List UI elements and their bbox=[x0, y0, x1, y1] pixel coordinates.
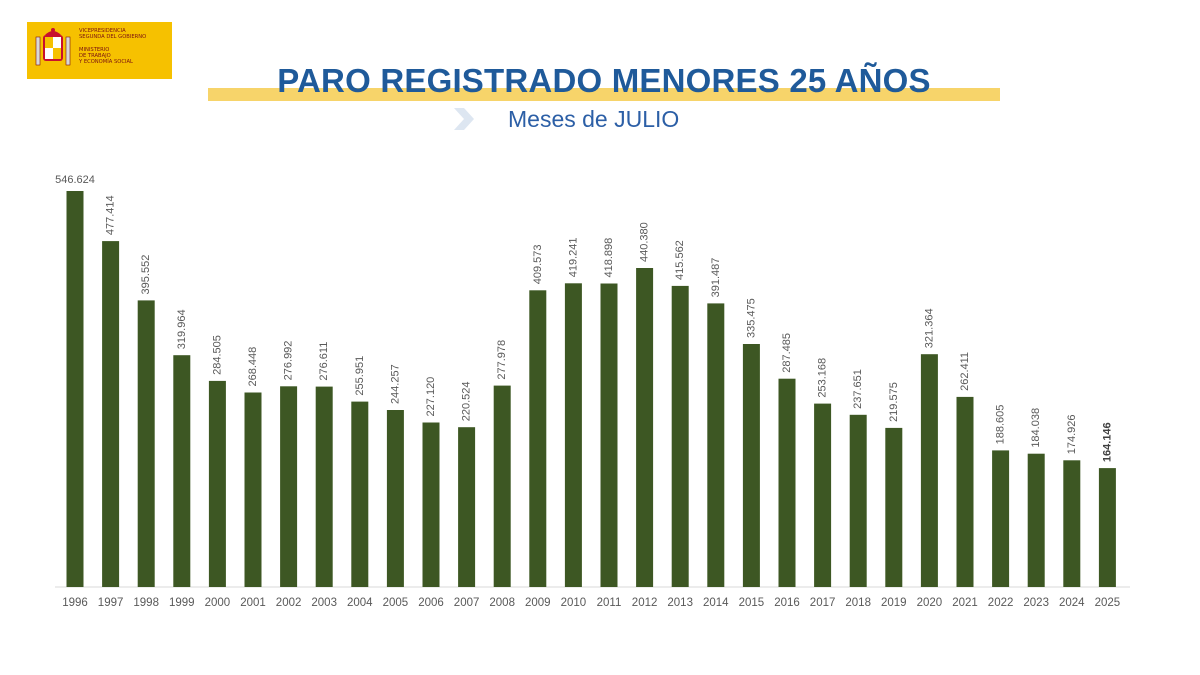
data-label-2024: 174.926 bbox=[1066, 415, 1078, 455]
x-tick-label-1996: 1996 bbox=[62, 597, 88, 609]
data-label-2005: 244.257 bbox=[389, 364, 401, 404]
bar-1997 bbox=[102, 241, 120, 587]
data-label-2015: 335.475 bbox=[745, 298, 757, 338]
x-tick-label-2002: 2002 bbox=[276, 597, 302, 609]
bar-2011 bbox=[600, 283, 618, 587]
x-tick-label-2020: 2020 bbox=[917, 597, 943, 609]
x-tick-label-2009: 2009 bbox=[525, 597, 551, 609]
x-tick-label-2016: 2016 bbox=[774, 597, 800, 609]
data-label-2008: 277.978 bbox=[496, 340, 508, 380]
data-label-2000: 284.505 bbox=[211, 335, 223, 375]
x-tick-label-1998: 1998 bbox=[133, 597, 159, 609]
data-label-2017: 253.168 bbox=[817, 358, 829, 398]
data-label-2004: 255.951 bbox=[354, 356, 366, 396]
government-logo: VICEPRESIDENCIA SEGUNDA DEL GOBIERNO MIN… bbox=[27, 22, 172, 79]
data-label-2010: 419.241 bbox=[567, 238, 579, 278]
data-label-2016: 287.485 bbox=[781, 333, 793, 373]
bar-2018 bbox=[849, 414, 867, 587]
chart-subtitle: Meses de JULIO bbox=[508, 106, 680, 132]
data-label-2021: 262.411 bbox=[959, 352, 971, 391]
x-tick-label-2024: 2024 bbox=[1059, 597, 1085, 609]
bar-2015 bbox=[742, 344, 760, 587]
x-tick-label-2023: 2023 bbox=[1023, 597, 1049, 609]
bar-2024 bbox=[1063, 460, 1081, 587]
bar-2002 bbox=[280, 386, 298, 587]
bar-2025 bbox=[1098, 468, 1116, 587]
bar-2016 bbox=[778, 378, 796, 587]
x-tick-label-2000: 2000 bbox=[205, 597, 231, 609]
data-label-2002: 276.992 bbox=[283, 341, 295, 381]
bar-1999 bbox=[173, 355, 191, 587]
data-label-2023: 184.038 bbox=[1030, 408, 1042, 448]
x-tick-label-2008: 2008 bbox=[489, 597, 515, 609]
data-label-2009: 409.573 bbox=[532, 245, 544, 285]
bar-2019 bbox=[885, 427, 903, 587]
data-label-2001: 268.448 bbox=[247, 347, 259, 387]
x-tick-label-2017: 2017 bbox=[810, 597, 836, 609]
bar-2006 bbox=[422, 422, 440, 587]
org-line-2: MINISTERIO DE TRABAJO Y ECONOMÍA SOCIAL bbox=[79, 47, 133, 65]
data-label-2003: 276.611 bbox=[318, 342, 330, 381]
bar-1998 bbox=[137, 300, 155, 587]
data-label-2018: 237.651 bbox=[852, 369, 864, 409]
chevron-right-icon bbox=[454, 108, 474, 130]
data-label-1996: 546.624 bbox=[55, 174, 95, 186]
bar-2005 bbox=[386, 410, 404, 587]
data-label-2012: 440.380 bbox=[639, 222, 651, 262]
data-label-2013: 415.562 bbox=[674, 240, 686, 280]
x-tick-label-2025: 2025 bbox=[1095, 597, 1121, 609]
data-label-2025: 164.146 bbox=[1101, 422, 1113, 462]
bar-2003 bbox=[315, 386, 333, 587]
x-tick-label-2011: 2011 bbox=[597, 597, 622, 609]
bar-2008 bbox=[493, 385, 511, 587]
bar-2001 bbox=[244, 392, 262, 587]
x-tick-label-2015: 2015 bbox=[739, 597, 765, 609]
bar-1996 bbox=[66, 191, 84, 587]
data-label-2006: 227.120 bbox=[425, 377, 437, 417]
x-tick-label-2005: 2005 bbox=[383, 597, 409, 609]
x-tick-label-1999: 1999 bbox=[169, 597, 195, 609]
x-tick-label-2001: 2001 bbox=[240, 597, 266, 609]
org-line-1: VICEPRESIDENCIA SEGUNDA DEL GOBIERNO bbox=[79, 28, 147, 40]
bar-2020 bbox=[920, 354, 938, 587]
data-label-2019: 219.575 bbox=[888, 382, 900, 422]
data-label-2022: 188.605 bbox=[995, 405, 1007, 445]
coat-of-arms-icon bbox=[35, 28, 71, 66]
bar-2012 bbox=[636, 268, 654, 587]
x-tick-label-2022: 2022 bbox=[988, 597, 1014, 609]
data-label-2011: 418.898 bbox=[603, 238, 615, 278]
x-tick-label-2004: 2004 bbox=[347, 597, 373, 609]
x-tick-label-2014: 2014 bbox=[703, 597, 729, 609]
bar-2017 bbox=[814, 403, 832, 587]
x-tick-label-2012: 2012 bbox=[632, 597, 658, 609]
x-tick-label-2010: 2010 bbox=[561, 597, 587, 609]
data-label-2014: 391.487 bbox=[710, 258, 722, 298]
x-tick-label-1997: 1997 bbox=[98, 597, 124, 609]
data-label-2007: 220.524 bbox=[461, 381, 473, 421]
bar-2013 bbox=[671, 285, 689, 587]
x-tick-label-2021: 2021 bbox=[952, 597, 978, 609]
data-label-1999: 319.964 bbox=[176, 309, 188, 349]
x-tick-label-2006: 2006 bbox=[418, 597, 444, 609]
bar-2010 bbox=[564, 283, 582, 587]
title-highlight-bar bbox=[208, 88, 1000, 101]
bar-2004 bbox=[351, 401, 369, 587]
bar-2000 bbox=[208, 380, 226, 587]
data-label-1997: 477.414 bbox=[105, 195, 117, 235]
chart-title: PARO REGISTRADO MENORES 25 AÑOS bbox=[277, 62, 931, 99]
bar-2023 bbox=[1027, 453, 1045, 587]
x-tick-label-2019: 2019 bbox=[881, 597, 907, 609]
bar-2014 bbox=[707, 303, 725, 587]
bar-2009 bbox=[529, 290, 547, 587]
x-tick-label-2007: 2007 bbox=[454, 597, 480, 609]
data-label-1998: 395.552 bbox=[140, 255, 152, 295]
bar-2022 bbox=[992, 450, 1010, 587]
x-tick-label-2018: 2018 bbox=[845, 597, 871, 609]
x-tick-label-2003: 2003 bbox=[311, 597, 337, 609]
bar-2021 bbox=[956, 396, 974, 587]
data-label-2020: 321.364 bbox=[923, 308, 935, 348]
bar-2007 bbox=[458, 427, 476, 587]
x-tick-label-2013: 2013 bbox=[667, 597, 693, 609]
